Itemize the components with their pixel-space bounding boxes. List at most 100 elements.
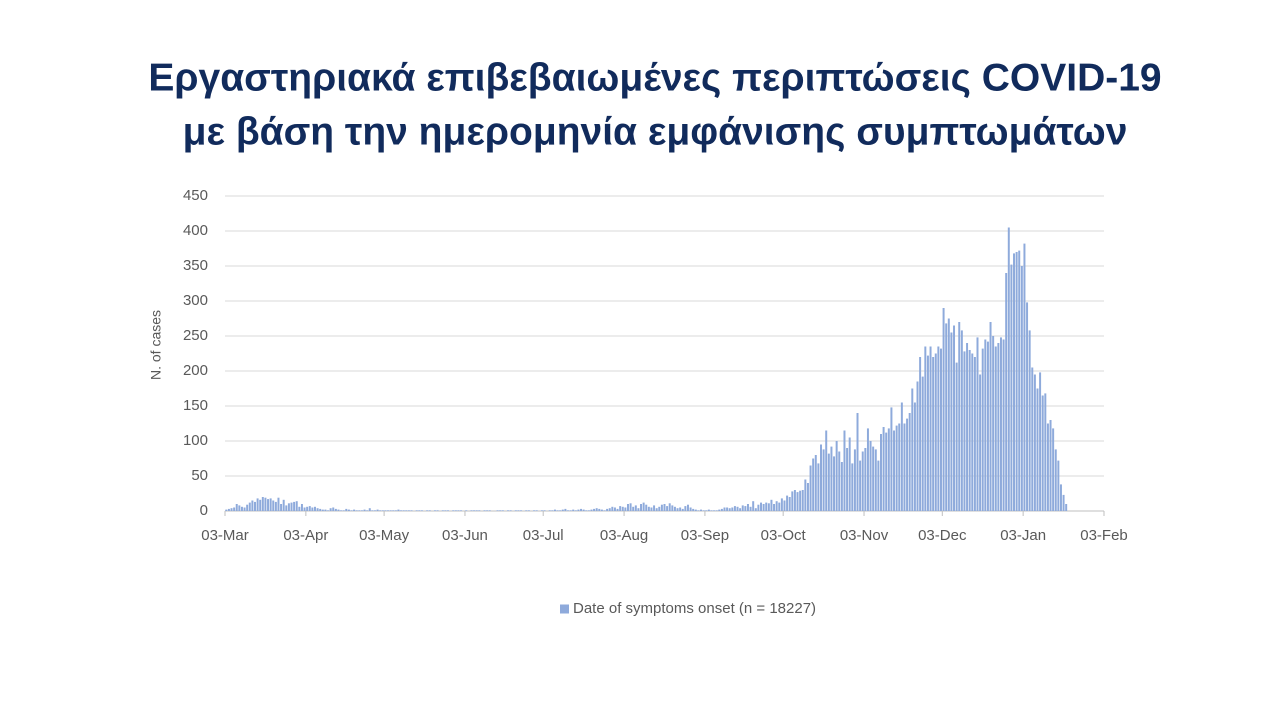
bar: [533, 510, 536, 511]
bar: [535, 510, 538, 511]
bar: [486, 510, 489, 511]
bar: [856, 413, 859, 511]
x-tick-label: 03-Jan: [1000, 527, 1046, 544]
bar: [1065, 504, 1068, 511]
bar: [632, 506, 635, 511]
y-tick-label: 400: [183, 222, 208, 239]
bar: [313, 506, 316, 511]
bar: [483, 510, 486, 511]
bar: [595, 508, 598, 511]
bar: [540, 510, 543, 511]
bar: [932, 357, 935, 511]
bar: [454, 510, 457, 511]
bar: [551, 510, 554, 511]
bar: [942, 308, 945, 511]
bar: [666, 506, 669, 511]
bar: [420, 510, 423, 511]
bar: [269, 498, 272, 511]
bar: [746, 504, 749, 511]
bar: [843, 430, 846, 511]
bar: [1059, 484, 1062, 511]
x-tick-label: 03-Aug: [600, 527, 648, 544]
bar: [653, 505, 656, 511]
bar: [444, 510, 447, 511]
bar: [958, 322, 961, 511]
bar: [736, 506, 739, 511]
bar: [924, 346, 927, 511]
bar: [1002, 339, 1005, 511]
bar: [577, 509, 580, 511]
bar: [710, 510, 713, 511]
bar: [846, 448, 849, 511]
bar: [788, 497, 791, 511]
bar: [640, 504, 643, 511]
bar: [593, 508, 596, 511]
bar: [608, 508, 611, 511]
bar: [379, 510, 382, 511]
bar: [921, 376, 924, 511]
bar: [447, 510, 450, 511]
bar: [686, 504, 689, 511]
bar: [718, 509, 721, 511]
bar: [342, 510, 345, 511]
bar: [272, 500, 275, 511]
bar: [796, 492, 799, 511]
chart-title: με βάση την ημερομηνία εμφάνισης συμπτωμ…: [183, 110, 1128, 153]
bar: [963, 351, 966, 511]
bar: [825, 430, 828, 511]
bar: [1049, 420, 1052, 511]
bar: [645, 504, 648, 511]
bar: [287, 503, 290, 511]
bar: [407, 510, 410, 511]
bar: [893, 430, 896, 511]
bar: [934, 353, 937, 511]
bar: [418, 510, 421, 511]
bar: [1026, 302, 1029, 511]
bar: [775, 501, 778, 511]
bar: [971, 353, 974, 511]
x-tick-label: 03-Sep: [681, 527, 729, 544]
bar: [754, 508, 757, 511]
bar: [567, 510, 569, 511]
x-tick-label: 03-Apr: [283, 527, 328, 544]
bar: [478, 510, 481, 511]
bar: [373, 510, 376, 511]
bar: [1036, 388, 1039, 511]
bar: [1005, 273, 1008, 511]
bar: [381, 510, 384, 511]
bar: [851, 463, 854, 511]
y-tick-label: 250: [183, 327, 208, 344]
bar: [1052, 428, 1055, 511]
bar: [634, 505, 637, 511]
bar: [879, 434, 882, 511]
x-tick-label: 03-Dec: [918, 527, 967, 544]
bar: [877, 460, 880, 511]
bar: [520, 510, 523, 511]
bar: [324, 509, 327, 511]
bar: [624, 507, 627, 511]
bar: [277, 497, 280, 511]
bar: [400, 510, 403, 511]
bar: [319, 508, 322, 511]
bar: [280, 504, 283, 511]
bar: [543, 510, 546, 511]
bar: [945, 323, 948, 511]
bar: [689, 507, 692, 511]
bar: [671, 505, 674, 511]
bar: [345, 508, 348, 511]
bar: [668, 503, 671, 511]
bar: [436, 510, 439, 511]
bar: [955, 362, 958, 511]
bar: [762, 504, 765, 511]
bar: [833, 456, 836, 511]
bar: [694, 509, 697, 511]
bar: [274, 501, 277, 511]
bar: [848, 437, 851, 511]
bar: [887, 428, 890, 511]
bar: [397, 509, 400, 511]
bar: [621, 506, 624, 511]
bar: [402, 510, 405, 511]
bar: [720, 508, 723, 511]
bar: [872, 446, 875, 511]
